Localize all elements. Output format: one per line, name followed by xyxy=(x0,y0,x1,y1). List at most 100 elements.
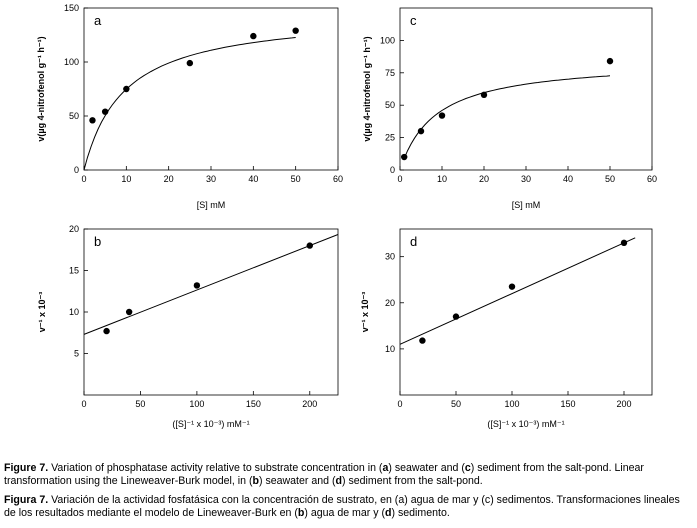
data-point xyxy=(103,327,110,335)
caption-label: Figura 7. xyxy=(4,494,49,506)
panel-letter: d xyxy=(410,234,417,249)
x-tick-label: 20 xyxy=(164,174,174,184)
caption-panel-ref: b xyxy=(252,474,259,487)
x-axis-label: [S] mM xyxy=(512,200,541,210)
x-tick-label: 0 xyxy=(81,399,86,409)
fit-line xyxy=(83,37,296,171)
x-tick-label: 150 xyxy=(246,399,261,409)
data-point xyxy=(417,127,425,135)
x-tick-label: 20 xyxy=(479,174,489,184)
fit-line xyxy=(403,75,611,159)
data-point xyxy=(125,308,133,316)
x-tick-label: 100 xyxy=(189,399,204,409)
x-tick-label: 40 xyxy=(248,174,258,184)
y-axis-label: v⁻¹ x 10⁻³ xyxy=(360,292,370,333)
data-point xyxy=(292,27,299,34)
y-axis-label: v(µg 4-nitrofenol g⁻¹ h⁻¹) xyxy=(36,36,46,141)
x-axis-label: ([S]⁻¹ x 10⁻³) mM⁻¹ xyxy=(172,419,249,429)
data-point xyxy=(620,239,628,247)
caption-panel-ref: d xyxy=(385,506,392,519)
data-point xyxy=(606,57,614,65)
x-tick-label: 200 xyxy=(302,399,317,409)
y-tick-label: 5 xyxy=(74,349,79,359)
caption-text: Variación de la actividad fosfatásica co… xyxy=(4,494,680,519)
x-tick-label: 60 xyxy=(647,174,657,184)
x-tick-label: 50 xyxy=(605,174,615,184)
y-axis-label: v(µg 4-nitrofenol g⁻¹ h⁻¹) xyxy=(362,36,372,141)
x-tick-label: 50 xyxy=(451,399,461,409)
x-axis-label: ([S]⁻¹ x 10⁻³) mM⁻¹ xyxy=(487,419,564,429)
x-tick-label: 200 xyxy=(616,399,631,409)
x-tick-label: 60 xyxy=(333,174,343,184)
panel-letter: a xyxy=(94,13,102,28)
plot-frame xyxy=(83,7,339,171)
x-tick-label: 100 xyxy=(504,399,519,409)
data-point xyxy=(123,85,130,93)
x-tick-label: 50 xyxy=(135,399,145,409)
x-tick-label: 10 xyxy=(437,174,447,184)
data-point xyxy=(186,59,194,67)
caption-panel-ref: c xyxy=(464,462,471,474)
data-point xyxy=(419,337,426,344)
caption-text: ) sediment from the salt-pond. Linear tr… xyxy=(4,462,644,487)
x-tick-label: 30 xyxy=(206,174,216,184)
x-tick-label: 0 xyxy=(81,174,86,184)
y-tick-label: 10 xyxy=(69,307,79,317)
x-tick-label: 0 xyxy=(397,174,402,184)
data-point xyxy=(480,91,488,99)
panel-c: 0 10 20 30 40 50 60 0 25 50 75 100 c [S] mM v(µg 4-nit… xyxy=(362,7,657,210)
caption-text: ) sedimento. xyxy=(391,506,450,519)
plot-frame xyxy=(83,228,339,396)
y-tick-label: 75 xyxy=(385,68,395,78)
caption-english: Figure 7. Variation of phosphatase activ… xyxy=(4,462,694,487)
data-point xyxy=(250,32,257,40)
y-tick-label: 25 xyxy=(385,133,395,143)
x-axis-label: [S] mM xyxy=(197,200,226,210)
data-point xyxy=(401,153,408,161)
caption-text: Variation of phosphatase activity relati… xyxy=(48,462,383,474)
panel-a: 0 10 20 30 40 50 60 0 50 100 150 a [S] mM v(µg 4-nitr… xyxy=(36,3,343,210)
x-tick-label: 0 xyxy=(397,399,402,409)
y-tick-label: 15 xyxy=(69,266,79,276)
data-point xyxy=(101,108,109,115)
panel-d: 0 50 100 150 200 10 20 30 d ([S]⁻¹ x 10⁻³) mM⁻¹ v⁻… xyxy=(360,228,653,429)
panel-b: 0 50 100 150 200 5 10 15 20 b ([S]⁻¹ x 10⁻³) mM⁻¹ v… xyxy=(37,224,339,429)
data-point xyxy=(193,282,201,289)
panel-letter: b xyxy=(94,234,101,249)
fit-line xyxy=(399,237,636,345)
y-tick-label: 30 xyxy=(385,252,395,262)
caption-text: ) sediment from the salt-pond. xyxy=(342,474,483,487)
y-tick-label: 20 xyxy=(69,224,79,234)
y-tick-label: 10 xyxy=(385,344,395,354)
caption-panel-ref: b xyxy=(297,506,305,519)
data-point xyxy=(452,313,460,320)
data-point xyxy=(89,117,96,124)
plot-frame xyxy=(399,7,653,171)
y-tick-label: 20 xyxy=(385,298,395,308)
x-tick-label: 50 xyxy=(291,174,301,184)
caption-label: Figure 7. xyxy=(4,462,49,474)
panel-letter: c xyxy=(410,13,417,28)
plot-frame xyxy=(399,228,653,396)
fit-line xyxy=(83,234,339,335)
y-tick-label: 100 xyxy=(380,35,395,45)
y-tick-label: 0 xyxy=(74,165,79,175)
caption-panel-ref: d xyxy=(335,474,342,487)
y-tick-label: 50 xyxy=(385,100,395,110)
data-point xyxy=(438,112,446,119)
x-tick-label: 40 xyxy=(563,174,573,184)
y-axis-label: v⁻¹ x 10⁻³ xyxy=(37,292,47,333)
x-tick-label: 150 xyxy=(560,399,575,409)
x-tick-label: 10 xyxy=(121,174,131,184)
y-tick-label: 150 xyxy=(64,3,79,13)
caption-text: ) seawater and ( xyxy=(258,474,336,487)
caption-text: ) seawater and ( xyxy=(388,462,465,474)
y-tick-label: 100 xyxy=(64,57,79,67)
x-tick-label: 30 xyxy=(521,174,531,184)
y-tick-label: 0 xyxy=(390,165,395,175)
caption-text: ) agua de mar y ( xyxy=(304,506,386,519)
caption-spanish: Figura 7. Variación de la actividad fosf… xyxy=(4,494,694,519)
data-point xyxy=(508,283,516,290)
caption-panel-ref: a xyxy=(382,462,389,474)
